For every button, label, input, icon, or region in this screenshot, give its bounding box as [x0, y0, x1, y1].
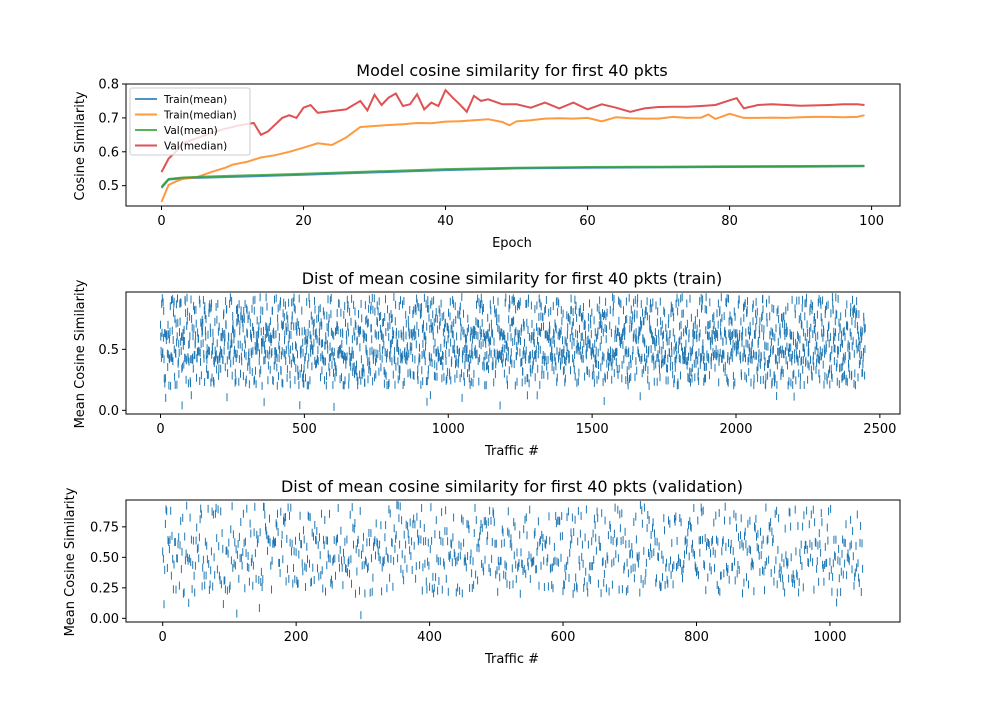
y-tick-label: 0.5 — [98, 179, 119, 194]
x-tick-label: 2000 — [719, 422, 752, 437]
chart-title: Dist of mean cosine similarity for first… — [281, 477, 743, 496]
x-tick-label: 2500 — [863, 422, 896, 437]
y-tick-label: 0.5 — [98, 343, 119, 358]
x-tick-label: 0 — [159, 630, 167, 645]
x-tick-label: 200 — [284, 630, 309, 645]
x-tick-label: 100 — [859, 214, 884, 229]
x-tick-label: 400 — [417, 630, 442, 645]
x-axis-label: Epoch — [492, 236, 532, 251]
legend-entry: Train(mean) — [163, 94, 227, 106]
legend-entry: Train(median) — [163, 109, 237, 121]
legend-entry: Val(mean) — [164, 125, 218, 137]
x-tick-label: 1500 — [576, 422, 609, 437]
plot-frame — [125, 499, 901, 623]
plot-frame — [125, 83, 901, 207]
y-tick-label: 0.8 — [98, 78, 119, 93]
tick-marks — [162, 500, 864, 620]
x-tick-label: 800 — [684, 630, 709, 645]
x-tick-label: 500 — [292, 422, 317, 437]
x-axis-label: Traffic # — [484, 444, 539, 459]
x-tick-label: 80 — [721, 214, 738, 229]
y-axis-label: Cosine Similarity — [73, 91, 88, 201]
y-tick-label: 0.7 — [98, 111, 119, 126]
epoch-similarity-line-chart: Model cosine similarity for first 40 pkt… — [73, 61, 901, 251]
x-tick-label: 600 — [551, 630, 576, 645]
x-tick-label: 0 — [156, 422, 164, 437]
y-tick-label: 0.25 — [90, 581, 119, 596]
x-tick-label: 20 — [295, 214, 312, 229]
train-distribution-chart: Dist of mean cosine similarity for first… — [73, 269, 901, 459]
series-line-train-mean — [160, 165, 865, 189]
x-tick-label: 0 — [157, 214, 165, 229]
series-line-val-median — [160, 88, 865, 173]
y-tick-label: 0.6 — [98, 145, 119, 160]
series-line-val-mean — [160, 164, 865, 188]
chart-title: Model cosine similarity for first 40 pkt… — [356, 61, 667, 80]
legend-entry: Val(median) — [164, 140, 227, 152]
x-tick-label: 1000 — [432, 422, 465, 437]
tick-marks — [160, 293, 866, 411]
y-tick-label: 0.00 — [90, 612, 119, 627]
x-axis-label: Traffic # — [484, 652, 539, 667]
legend: Train(mean) Train(median) Val(mean) Val(med… — [129, 87, 251, 156]
y-axis-label: Mean Cosine Similarity — [73, 279, 88, 428]
plot-frame — [125, 291, 901, 415]
series-line-train-median — [160, 112, 865, 203]
y-tick-label: 0.50 — [90, 551, 119, 566]
chart-title: Dist of mean cosine similarity for first… — [302, 269, 723, 288]
y-axis-label: Mean Cosine Similarity — [63, 487, 78, 636]
x-tick-label: 1000 — [813, 630, 846, 645]
x-tick-label: 40 — [437, 214, 454, 229]
validation-distribution-chart: Dist of mean cosine similarity for first… — [63, 477, 901, 667]
y-tick-label: 0.0 — [98, 404, 119, 419]
x-tick-label: 60 — [579, 214, 596, 229]
y-tick-label: 0.75 — [90, 520, 119, 535]
legend-frame — [129, 87, 251, 156]
